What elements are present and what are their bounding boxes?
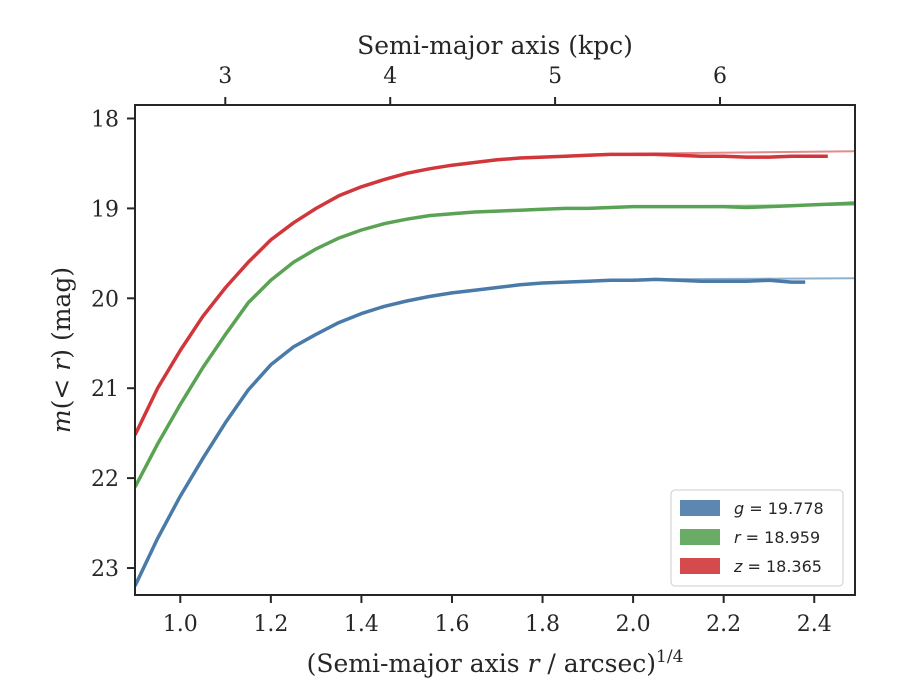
x-tick-label: 2.4 [797,612,832,637]
fit-line-z [633,150,855,155]
legend-label-r: r = 18.959 [734,528,820,547]
x-tick-label: 2.0 [616,612,651,637]
top-tick-label: 5 [548,64,562,89]
series-line-r [135,201,855,488]
top-tick-label: 3 [218,64,232,89]
x-axis-top: 3 4 5 6 [218,64,727,105]
x-tick-label: 1.4 [344,612,379,637]
series-line-g [135,277,806,587]
legend-label-g: g = 19.778 [734,499,824,518]
y-axis-left: 18 19 20 21 22 23 [91,107,135,582]
x-axis-top-title: Semi-major axis (kpc) [357,31,633,60]
x-axis-bottom-title: (Semi-major axis r / arcsec)1/4 [307,647,684,678]
x-tick-label: 2.2 [706,612,741,637]
top-tick-label: 6 [713,64,727,89]
x-tick-label: 1.8 [525,612,560,637]
y-tick-label: 18 [91,107,119,132]
y-tick-label: 21 [91,377,119,402]
y-tick-label: 22 [91,467,119,492]
series-line-z [135,152,828,436]
series-lines [135,150,855,587]
legend-label-z: z = 18.365 [733,557,822,576]
x-axis-bottom: 1.0 1.2 1.4 1.6 1.8 2.0 2.2 2.4 [163,595,832,637]
legend-swatch-z [680,558,720,574]
y-tick-label: 19 [91,197,119,222]
x-tick-label: 1.0 [163,612,198,637]
legend-swatch-g [680,500,720,516]
legend: g = 19.778 r = 18.959 z = 18.365 [670,489,844,587]
plot-area [134,104,856,596]
y-tick-label: 20 [91,287,119,312]
y-axis-title: m(< r) (mag) [47,267,76,433]
x-tick-label: 1.6 [434,612,469,637]
top-tick-label: 4 [383,64,397,89]
plot-frame [134,104,856,596]
y-tick-label: 23 [91,557,119,582]
x-tick-label: 1.2 [253,612,288,637]
legend-swatch-r [680,529,720,545]
